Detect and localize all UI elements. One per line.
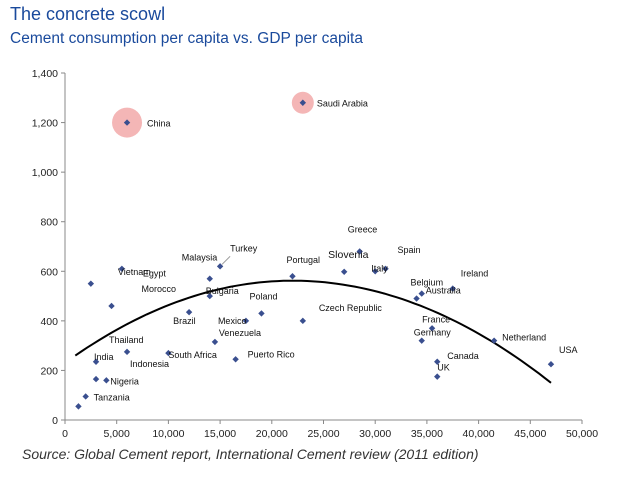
label-vietnam: Vietnam	[118, 267, 151, 277]
source-note: Source: Global Cement report, Internatio…	[22, 446, 479, 462]
point-low-income-point	[75, 403, 82, 410]
point-slovenia	[340, 268, 348, 275]
point-china	[123, 119, 131, 126]
y-tick-label: 0	[52, 415, 58, 427]
point-saudi-arabia	[299, 99, 307, 106]
point-france	[428, 325, 436, 332]
label-slovenia: Slovenia	[328, 249, 368, 261]
point-germany	[418, 337, 425, 344]
point-australia	[418, 290, 425, 297]
point-greece	[356, 248, 363, 255]
point-bulgaria	[206, 292, 213, 300]
label-portugal: Portugal	[286, 255, 320, 265]
point-malaysia	[206, 275, 213, 282]
label-malaysia: Malaysia	[182, 253, 218, 263]
y-tick-label: 1,200	[32, 118, 58, 130]
y-tick-label: 200	[40, 365, 58, 377]
x-tick-label: 30,000	[359, 428, 391, 440]
label-france: France	[422, 314, 450, 324]
y-tick-label: 400	[40, 316, 58, 328]
point-puerto-rico	[232, 356, 239, 363]
label-morocco: Morocco	[142, 284, 177, 294]
label-poland: Poland	[249, 291, 277, 301]
point-portugal	[289, 273, 296, 280]
y-tick-label: 1,400	[32, 68, 58, 80]
y-tick-label: 600	[40, 266, 58, 278]
x-tick-label: 10,000	[152, 428, 184, 440]
point-italy	[372, 268, 379, 275]
point-canada	[434, 358, 441, 365]
label-belgium: Belgium	[411, 278, 444, 288]
label-bulgaria: Bulgaria	[206, 286, 239, 296]
point-morocco	[108, 302, 115, 310]
point-netherland	[490, 337, 498, 344]
point-tanzania	[82, 393, 89, 400]
label-puerto-rico: Puerto Rico	[248, 349, 295, 359]
x-tick-label: 20,000	[256, 428, 288, 440]
y-tick-label: 1,000	[32, 167, 58, 179]
label-spain: Spain	[398, 245, 421, 255]
label-canada: Canada	[447, 351, 479, 361]
point-thailand	[123, 348, 131, 356]
point-turkey	[216, 263, 224, 270]
x-tick-label: 35,000	[411, 428, 443, 440]
label-greece: Greece	[348, 224, 378, 234]
label-tanzania: Tanzania	[94, 392, 130, 402]
label-saudi-arabia: Saudi Arabia	[317, 99, 368, 109]
turkey-pointer-arrow	[221, 255, 231, 265]
point-belgium	[413, 295, 420, 302]
label-egypt: Egypt	[143, 269, 167, 279]
label-mexico: Mexico	[218, 316, 247, 326]
point-vietnam	[118, 265, 126, 273]
y-tick-label: 800	[40, 217, 58, 229]
point-venezuela	[211, 338, 219, 346]
label-uk: UK	[437, 363, 450, 373]
x-tick-label: 50,000	[566, 428, 598, 440]
trend-line	[74, 279, 552, 384]
point-spain	[382, 265, 389, 273]
label-indonesia: Indonesia	[130, 359, 169, 369]
point-poland	[258, 310, 265, 317]
point-south-africa	[165, 349, 172, 357]
label-netherland: Netherland	[502, 333, 546, 343]
label-germany: Germany	[414, 328, 452, 338]
x-tick-label: 45,000	[514, 428, 546, 440]
label-czech-republic: Czech Republic	[319, 303, 383, 313]
label-australia: Australia	[426, 286, 461, 296]
point-indonesia	[92, 358, 100, 365]
label-south-africa: South Africa	[168, 350, 217, 360]
x-tick-label: 15,000	[204, 428, 236, 440]
point-uk	[434, 373, 441, 380]
point-egypt	[87, 280, 95, 287]
point-ireland	[449, 285, 456, 292]
label-turkey: Turkey	[230, 243, 258, 253]
label-india: India	[94, 352, 114, 362]
point-mexico	[242, 317, 250, 325]
label-usa: USA	[559, 345, 578, 355]
label-nigeria: Nigeria	[110, 376, 139, 386]
x-tick-label: 0	[62, 428, 68, 440]
point-india	[92, 375, 100, 383]
point-nigeria	[103, 377, 110, 384]
label-venezuela: Venezuela	[219, 328, 261, 338]
label-thailand: Thailand	[109, 335, 144, 345]
label-ireland: Ireland	[461, 269, 489, 279]
x-tick-label: 5,000	[104, 428, 130, 440]
point-czech-republic	[299, 317, 307, 325]
x-tick-label: 25,000	[307, 428, 339, 440]
label-italy: Italy	[371, 263, 388, 273]
point-brazil	[185, 308, 193, 316]
chart-subtitle: Cement consumption per capita vs. GDP pe…	[10, 30, 363, 47]
x-tick-label: 40,000	[463, 428, 495, 440]
chart-title: The concrete scowl	[10, 4, 166, 24]
point-usa	[547, 361, 555, 368]
label-brazil: Brazil	[173, 316, 196, 326]
label-china: China	[147, 119, 171, 129]
